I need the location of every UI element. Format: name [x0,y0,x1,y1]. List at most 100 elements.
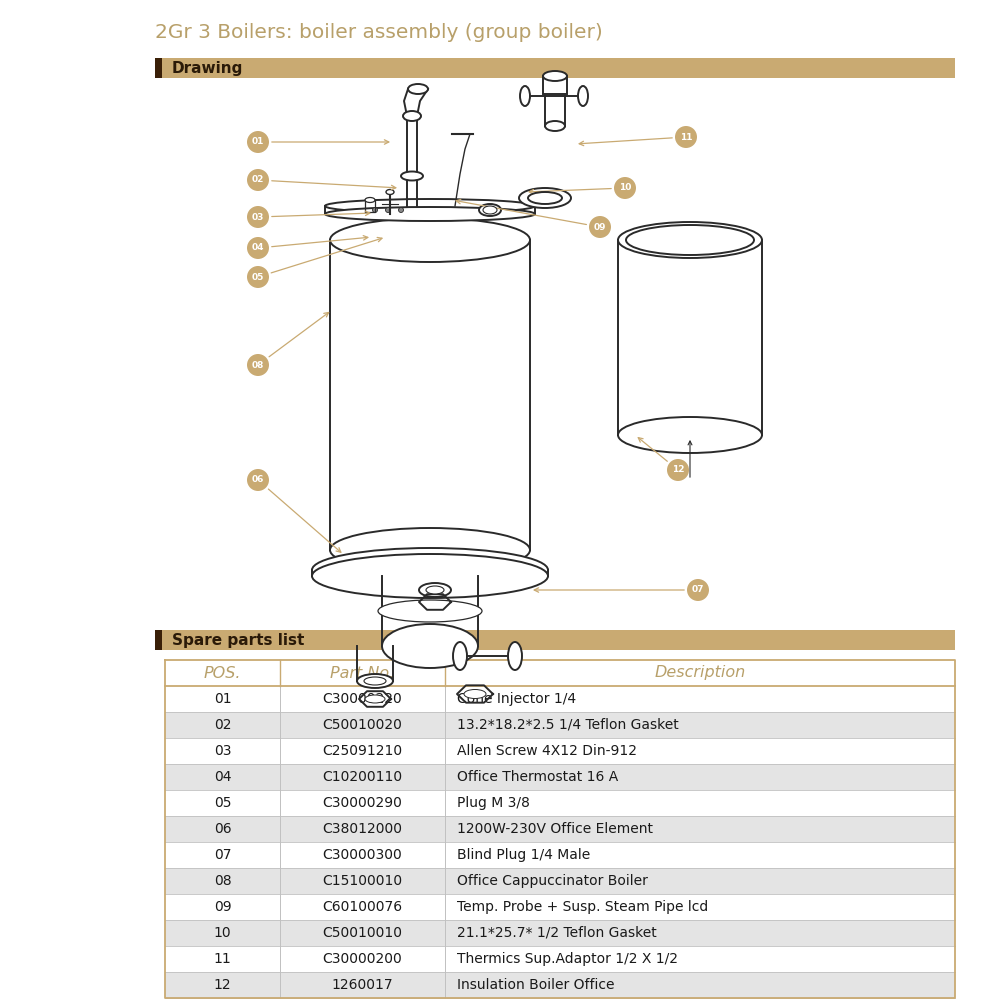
Ellipse shape [382,624,478,668]
Ellipse shape [464,690,486,698]
Text: 01: 01 [214,692,231,706]
Text: Part No.: Part No. [330,666,395,680]
Text: Plug M 3/8: Plug M 3/8 [457,796,530,810]
Text: Spare parts list: Spare parts list [172,633,304,648]
Text: 08: 08 [252,360,264,369]
Text: Insulation Boiler Office: Insulation Boiler Office [457,978,614,992]
Ellipse shape [312,548,548,592]
Bar [165,972,955,998]
Text: Allen Screw 4X12 Din-912: Allen Screw 4X12 Din-912 [457,744,637,758]
Ellipse shape [365,695,385,703]
Ellipse shape [330,218,530,262]
Bar [155,58,955,78]
Circle shape [247,354,269,376]
Text: 11: 11 [214,952,231,966]
Text: C30000200: C30000200 [323,952,402,966]
Ellipse shape [330,528,530,572]
Bar [543,76,567,94]
Ellipse shape [578,86,588,106]
Ellipse shape [618,222,762,258]
Text: C25091210: C25091210 [322,744,403,758]
Ellipse shape [545,121,565,131]
Text: 1200W-230V Office Element: 1200W-230V Office Element [457,822,653,836]
Ellipse shape [401,172,423,180]
Circle shape [247,206,269,228]
Ellipse shape [408,84,428,94]
Circle shape [247,237,269,259]
Text: 05: 05 [252,272,264,282]
Ellipse shape [386,190,394,194]
Circle shape [614,177,636,199]
Bar [155,630,162,650]
Ellipse shape [378,600,482,622]
Circle shape [247,469,269,491]
Text: 01: 01 [252,137,264,146]
Text: 13.2*18.2*2.5 1/4 Teflon Gasket: 13.2*18.2*2.5 1/4 Teflon Gasket [457,718,679,732]
Text: 1260017: 1260017 [332,978,393,992]
Ellipse shape [626,225,754,255]
Ellipse shape [365,198,375,202]
Text: 06: 06 [214,822,231,836]
Text: C50010020: C50010020 [323,718,402,732]
Ellipse shape [325,207,535,221]
Bar [165,920,955,946]
Text: Blind Plug 1/4 Male: Blind Plug 1/4 Male [457,848,590,862]
Text: Office Thermostat 16 A: Office Thermostat 16 A [457,770,618,784]
Text: C50010010: C50010010 [322,926,402,940]
Ellipse shape [508,642,522,670]
Text: 04: 04 [252,243,264,252]
Text: 10: 10 [214,926,231,940]
Text: C10200110: C10200110 [322,770,403,784]
Circle shape [675,126,697,148]
Text: 07: 07 [692,585,704,594]
Bar [165,764,955,790]
Text: 09: 09 [214,900,231,914]
Ellipse shape [453,642,467,670]
Circle shape [247,169,269,191]
Ellipse shape [403,111,421,121]
Bar [165,816,955,842]
Text: 2Gr 3 Boilers: boiler assembly (group boiler): 2Gr 3 Boilers: boiler assembly (group bo… [155,22,603,41]
Text: Thermics Sup.Adaptor 1/2 X 1/2: Thermics Sup.Adaptor 1/2 X 1/2 [457,952,678,966]
Text: 21.1*25.7* 1/2 Teflon Gasket: 21.1*25.7* 1/2 Teflon Gasket [457,926,657,940]
Text: Drawing: Drawing [172,60,243,76]
Ellipse shape [520,86,530,106]
Circle shape [398,208,404,213]
Ellipse shape [364,677,386,685]
Text: Office Cappuccinator Boiler: Office Cappuccinator Boiler [457,874,648,888]
Circle shape [589,216,611,238]
Ellipse shape [528,192,562,204]
Ellipse shape [483,206,497,214]
Ellipse shape [312,554,548,598]
Circle shape [247,131,269,153]
Text: 11: 11 [680,132,692,141]
Circle shape [372,208,378,213]
Text: 03: 03 [214,744,231,758]
Ellipse shape [618,417,762,453]
Text: C30000220: C30000220 [323,692,402,706]
Ellipse shape [426,586,444,594]
Text: C30000290: C30000290 [323,796,402,810]
Ellipse shape [325,199,535,213]
Bar [155,58,162,78]
Text: 12: 12 [672,466,684,475]
Text: 02: 02 [214,718,231,732]
Text: Description: Description [654,666,746,680]
Text: 04: 04 [214,770,231,784]
Text: Cone Injector 1/4: Cone Injector 1/4 [457,692,576,706]
Bar [165,868,955,894]
Ellipse shape [357,674,393,688]
Text: POS.: POS. [204,666,241,680]
Circle shape [247,266,269,288]
Text: 09: 09 [594,223,606,232]
Circle shape [687,579,709,601]
Ellipse shape [543,71,567,81]
Text: 07: 07 [214,848,231,862]
Text: C30000300: C30000300 [323,848,402,862]
Circle shape [667,459,689,481]
Text: 08: 08 [214,874,231,888]
Text: C38012000: C38012000 [322,822,402,836]
Text: Temp. Probe + Susp. Steam Pipe lcd: Temp. Probe + Susp. Steam Pipe lcd [457,900,708,914]
Text: 10: 10 [619,184,631,192]
Text: 02: 02 [252,176,264,184]
